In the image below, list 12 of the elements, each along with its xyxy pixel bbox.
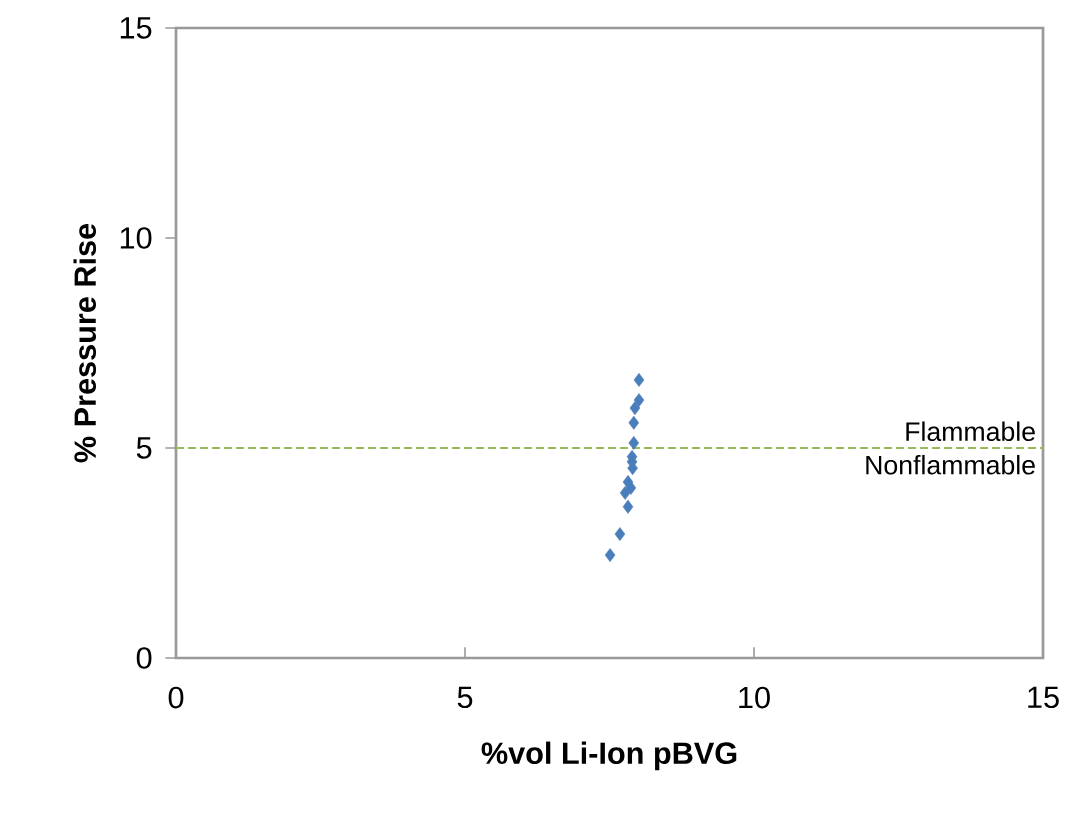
annotation: Flammable (906, 421, 1035, 442)
x-tick-label: 15 (1028, 686, 1059, 709)
y-tick-label: 15 (120, 17, 152, 39)
y-tick-label: 10 (120, 227, 152, 249)
y-axis-title: % Pressure Rise (73, 223, 97, 463)
x-axis-title: %vol Li-Ion pBVG (481, 741, 737, 771)
y-tick-label: 5 (136, 437, 152, 459)
y-tick-label: 0 (136, 647, 152, 669)
x-tick-label: 0 (168, 686, 184, 709)
x-tick-label: 5 (457, 686, 473, 709)
x-tick-label: 10 (739, 686, 770, 709)
annotation: Nonflammable (866, 454, 1035, 475)
